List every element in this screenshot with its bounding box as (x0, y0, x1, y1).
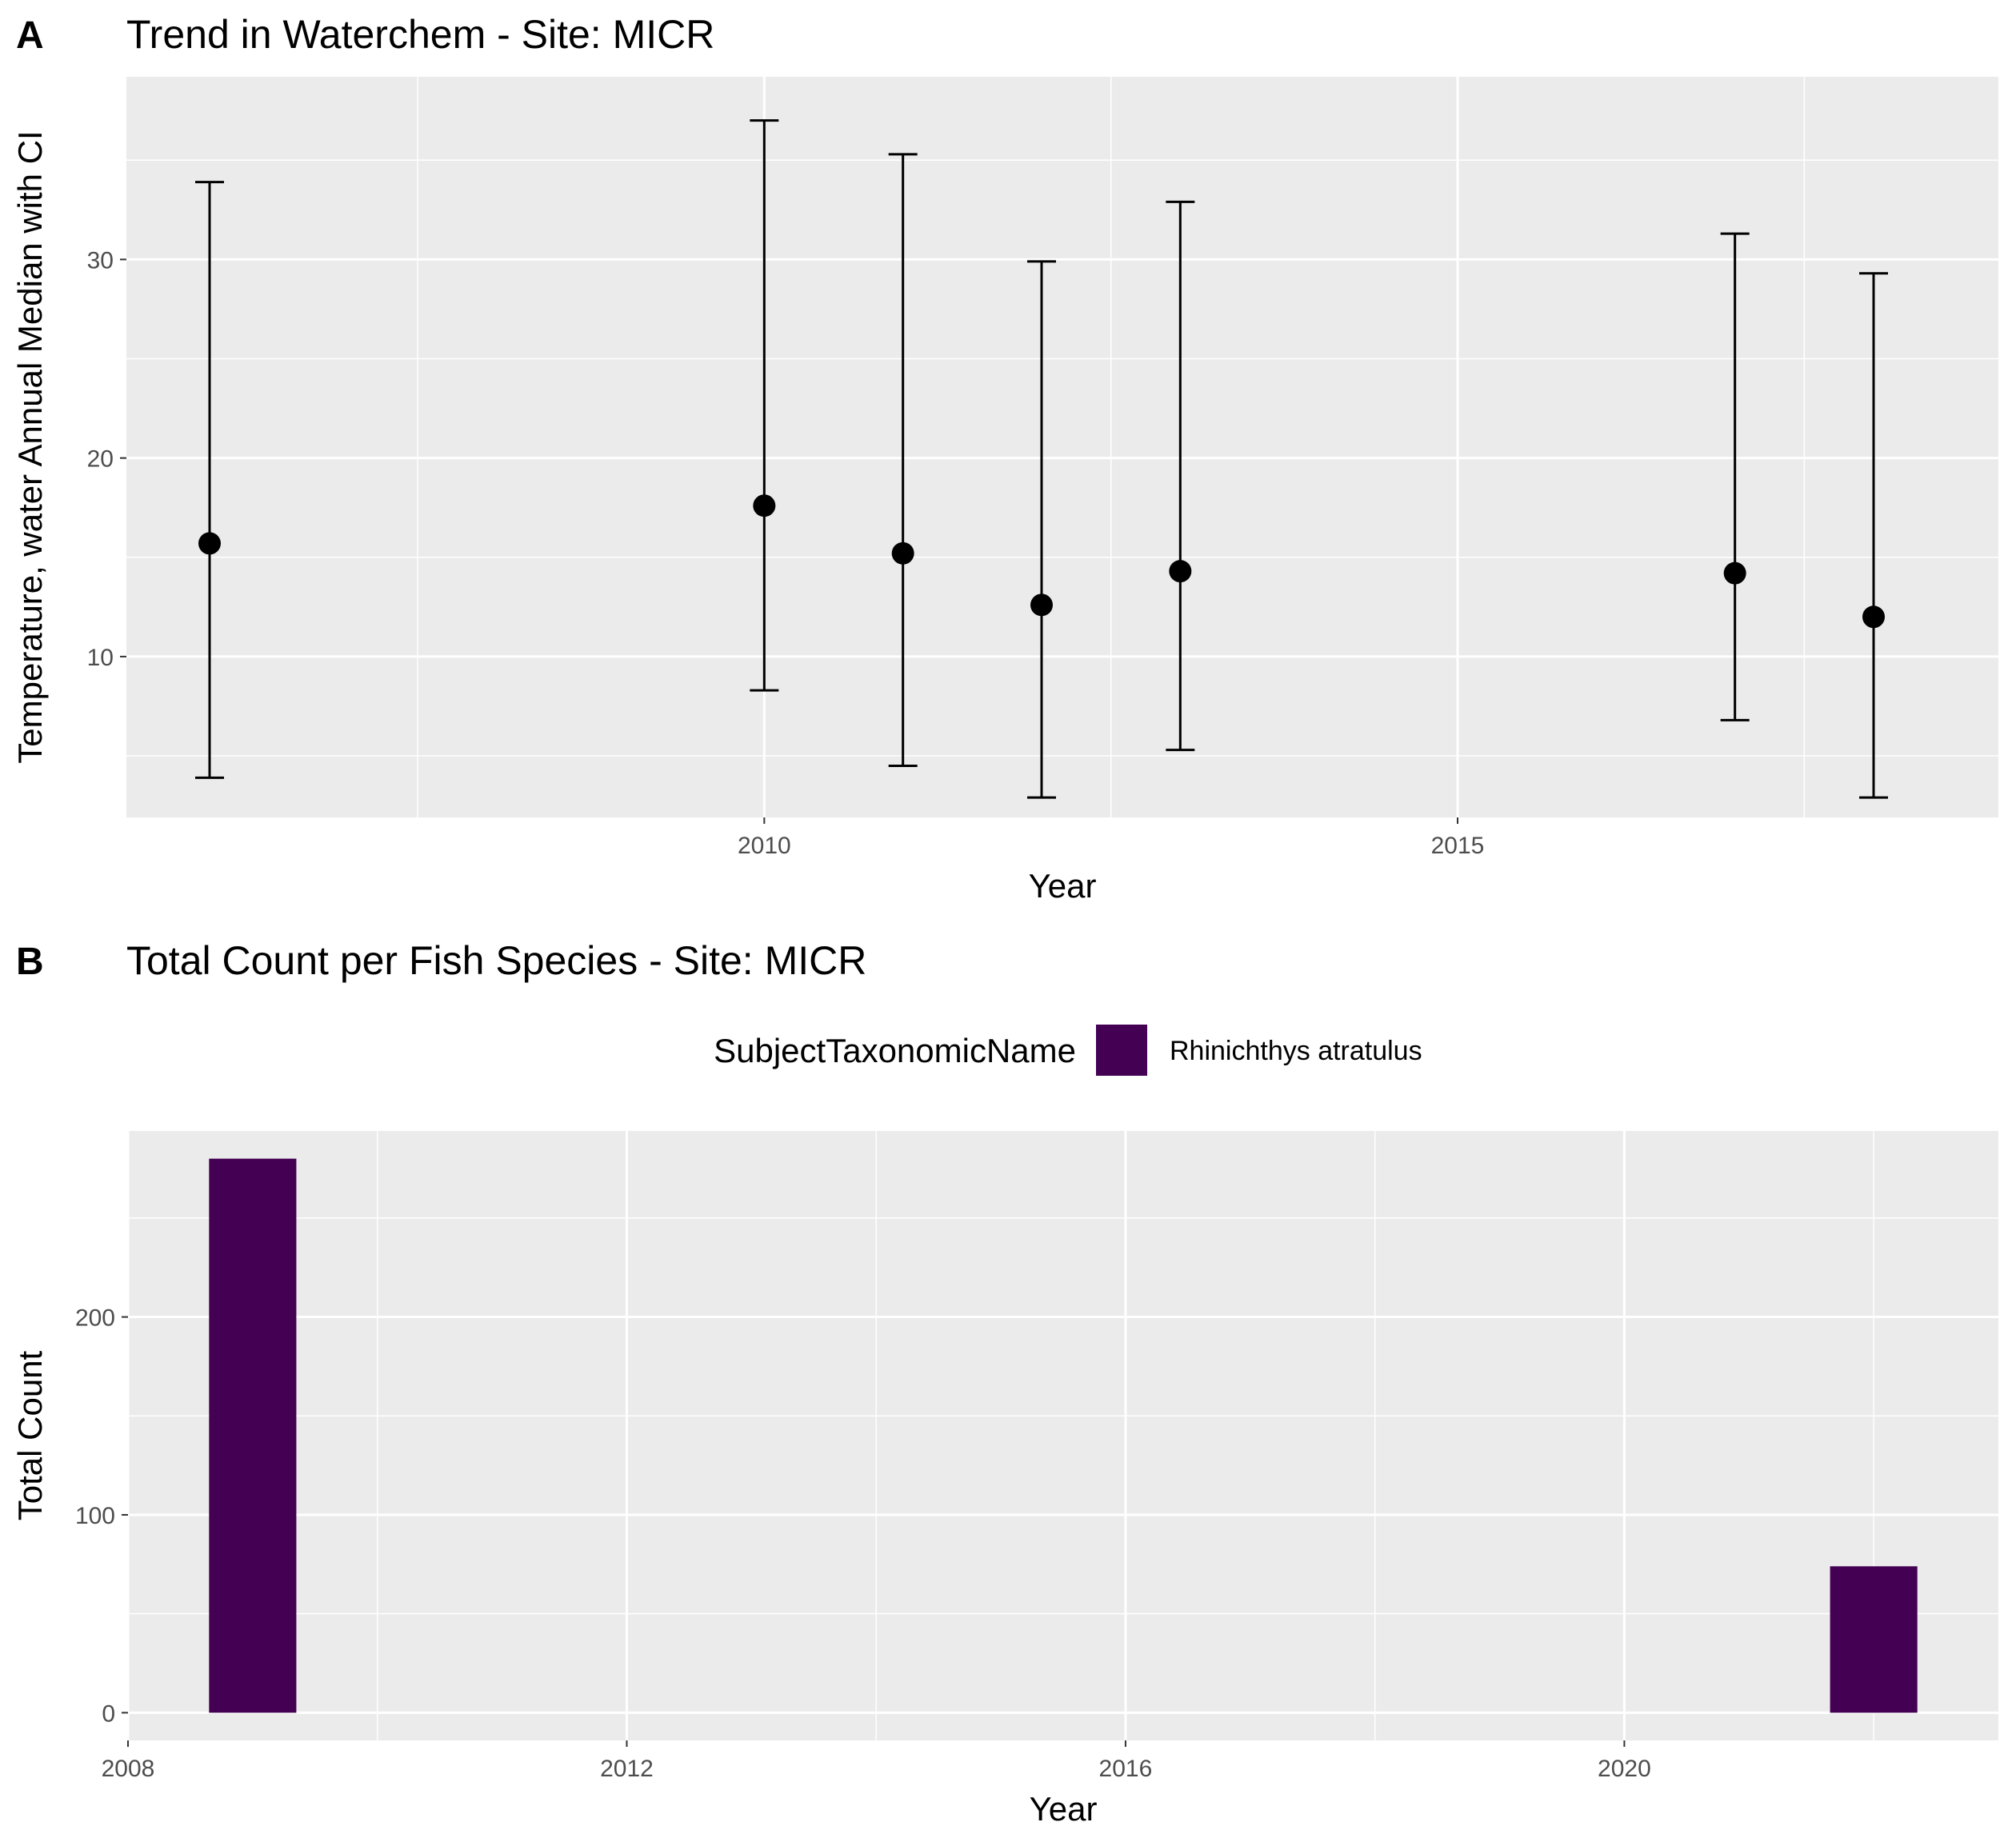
bar (1830, 1566, 1918, 1713)
x-tick-label: 2008 (102, 1756, 155, 1782)
y-tick-label: 20 (87, 446, 114, 473)
panel-a-x-axis-label: Year (1029, 867, 1097, 905)
x-tick-label: 2020 (1598, 1756, 1651, 1782)
data-point (1862, 605, 1885, 629)
y-tick-label: 10 (87, 645, 114, 671)
legend-title: SubjectTaxonomicName (714, 1032, 1076, 1069)
data-point (198, 532, 221, 555)
panel-a-y-ticks: 10 20 30 (87, 247, 126, 671)
y-tick-label: 200 (75, 1305, 115, 1332)
panel-b-x-ticks: 2008 2012 2016 2020 (102, 1740, 1651, 1782)
panel-b-x-axis-label: Year (1030, 1790, 1098, 1828)
panel-b-letter: B (16, 941, 44, 983)
panel-b-title: Total Count per Fish Species - Site: MIC… (126, 938, 866, 983)
panel-b-legend: SubjectTaxonomicName Rhinichthys atratul… (714, 1025, 1422, 1076)
y-tick-label: 30 (87, 247, 114, 274)
legend-swatch-rhinichthys-atratulus (1096, 1025, 1147, 1076)
panel-a-title: Trend in Waterchem - Site: MICR (126, 12, 714, 57)
panel-a-y-axis-label: Temperature, water Annual Median with CI (11, 130, 49, 763)
bar (209, 1158, 297, 1713)
panel-b-y-ticks: 0 100 200 (75, 1305, 128, 1727)
x-tick-label: 2016 (1099, 1756, 1153, 1782)
data-point (1169, 560, 1192, 583)
data-point (753, 494, 776, 517)
panel-b-gridlines (126, 1131, 1998, 1740)
y-tick-label: 100 (75, 1503, 115, 1529)
panel-b: B Total Count per Fish Species - Site: M… (11, 938, 1998, 1828)
x-tick-label: 2012 (600, 1756, 654, 1782)
panel-b-y-axis-label: Total Count (11, 1350, 49, 1520)
panel-b-plot-background (128, 1131, 1998, 1740)
panel-a-x-ticks: 2010 2015 (738, 817, 1484, 859)
panel-a: A Trend in Waterchem - Site: MICR 2010 20… (11, 12, 1998, 905)
legend-label-rhinichthys-atratulus: Rhinichthys atratulus (1170, 1036, 1422, 1066)
panel-a-plot-background (126, 77, 1998, 817)
data-point (891, 541, 914, 565)
panel-a-letter: A (16, 14, 44, 57)
data-point (1030, 593, 1053, 617)
panel-a-marks (195, 119, 1888, 799)
panel-b-bars (209, 1158, 1918, 1713)
x-tick-label: 2015 (1431, 833, 1485, 859)
data-point (1723, 561, 1746, 585)
y-tick-label: 0 (102, 1700, 115, 1727)
x-tick-label: 2010 (738, 833, 791, 859)
